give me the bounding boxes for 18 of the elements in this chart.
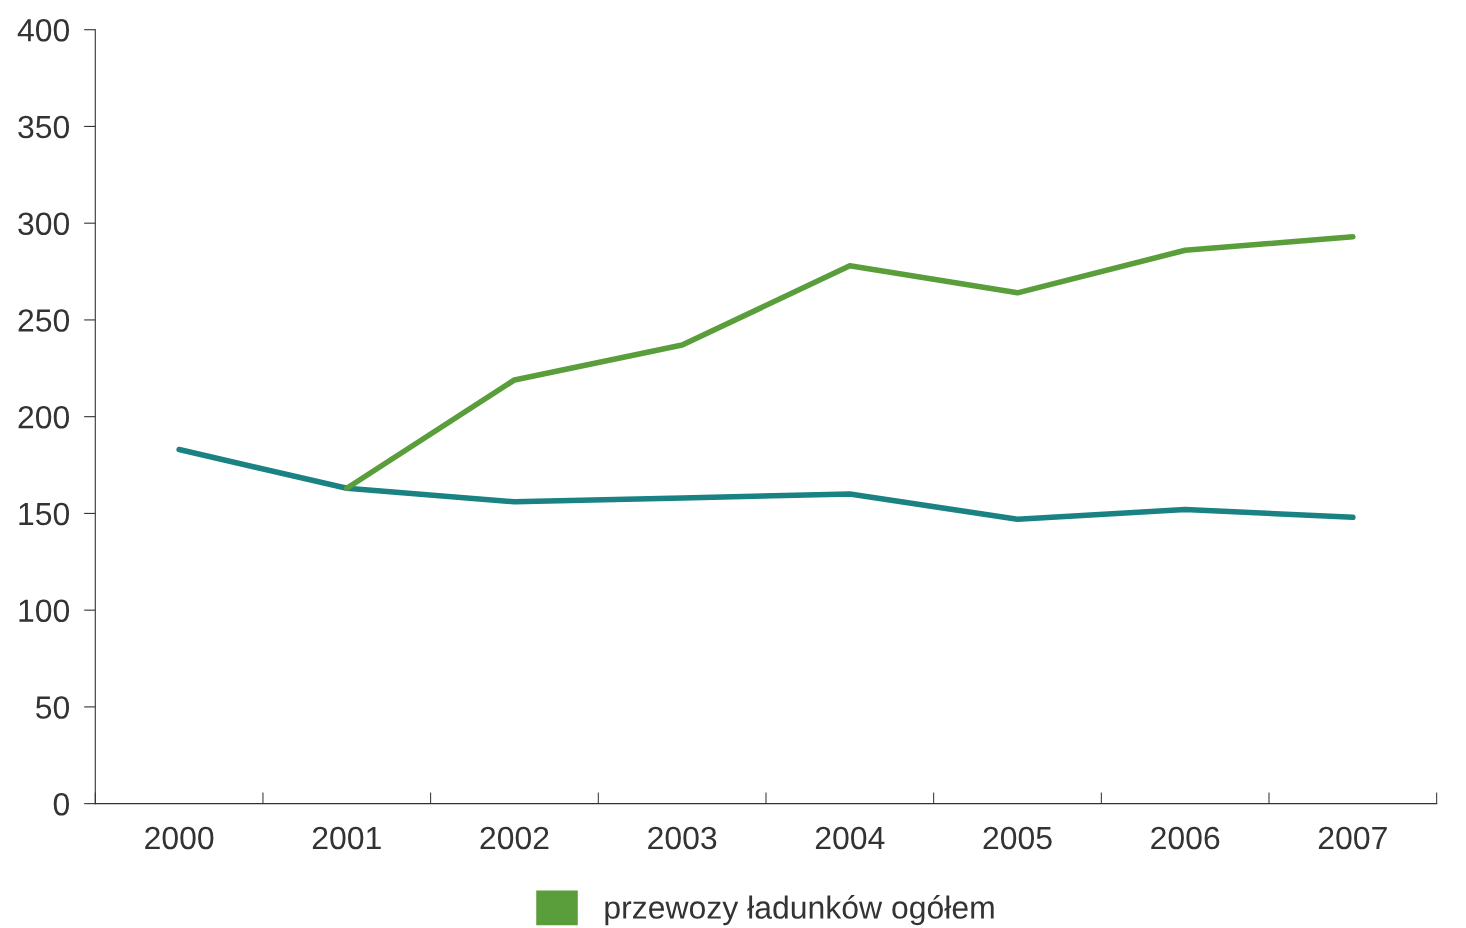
y-tick-label: 50 <box>36 696 70 719</box>
x-tick-label: 2003 <box>648 826 717 850</box>
y-tick-label: 200 <box>18 405 70 429</box>
y-tick-label: 0 <box>53 792 70 816</box>
y-tick-label: 250 <box>18 309 70 332</box>
x-tick-label: 2005 <box>983 826 1052 850</box>
x-tick-label: 2001 <box>312 826 381 850</box>
y-tick-label: 350 <box>18 115 70 139</box>
y-tick-label: 400 <box>17 18 70 42</box>
x-tick-label: 2007 <box>1318 826 1387 850</box>
x-tick-label: 2000 <box>145 826 214 850</box>
y-tick-label: 150 <box>19 502 70 526</box>
y-tick-label: 300 <box>18 212 70 236</box>
y-tick-label: 100 <box>19 599 70 623</box>
x-tick-label: 2006 <box>1151 826 1220 850</box>
legend-label: przewozy ładunków ogółem <box>605 895 994 926</box>
x-tick-label: 2004 <box>815 826 885 850</box>
x-tick-label: 2002 <box>480 826 549 850</box>
